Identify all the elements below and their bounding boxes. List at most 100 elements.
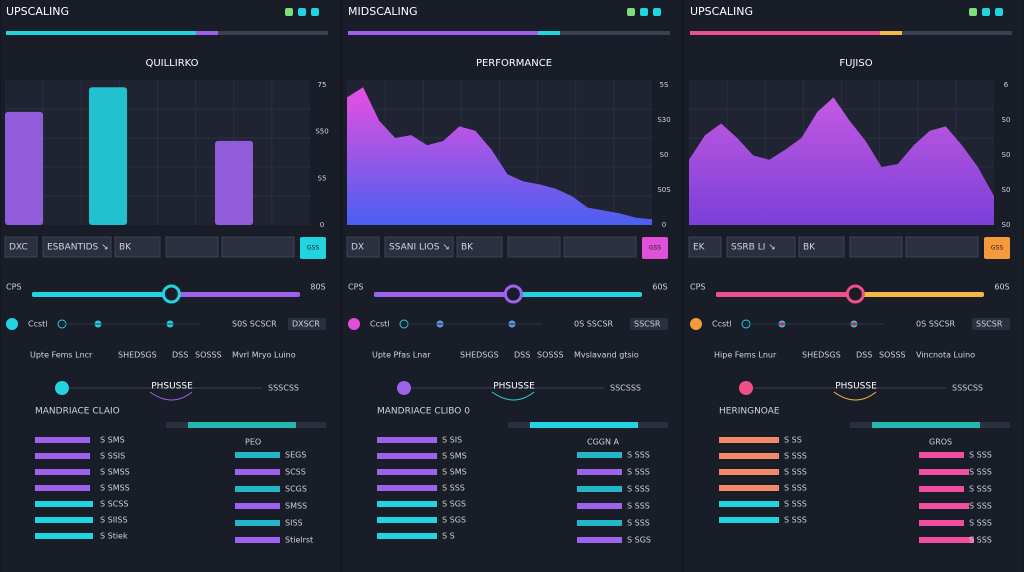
option-label: Mvrl Mryo Luino — [232, 351, 296, 360]
option-label: DSS — [856, 351, 872, 360]
section-title: HERINGNOAE — [719, 407, 780, 417]
section-title: MANDRIACE CLIBO 0 — [377, 407, 470, 417]
toggle-curve[interactable] — [833, 391, 877, 401]
header-icon[interactable] — [627, 8, 635, 16]
button[interactable] — [688, 236, 722, 258]
list-label: S SSS — [784, 484, 807, 493]
action-label: GSS — [307, 245, 319, 252]
axis-label: S50 — [315, 128, 328, 136]
toggle-value: SSCSSS — [610, 384, 641, 393]
list-bar — [577, 503, 622, 509]
button-label: SSANI LIOS ↘ — [389, 243, 450, 253]
button[interactable] — [456, 236, 503, 258]
list-bar — [35, 485, 90, 491]
slider-fill — [374, 292, 514, 297]
option-label: SOSSS — [195, 351, 222, 360]
option-label: Vincnota Luino — [916, 351, 975, 360]
button-label: ESBANTIDS ↘ — [47, 243, 109, 253]
axis-label: S0 — [1002, 186, 1011, 194]
list-label: S SSS — [969, 519, 992, 528]
button[interactable] — [905, 236, 979, 258]
list-label: Stielrst — [285, 536, 313, 545]
toggle-knob[interactable] — [55, 381, 69, 395]
row-value: 0S SSCSR — [916, 320, 956, 329]
axis-label: 75 — [318, 81, 327, 89]
button[interactable] — [114, 236, 161, 258]
list-label: S SSS — [969, 502, 992, 511]
toggle-curve[interactable] — [149, 391, 193, 401]
list-bar — [919, 486, 964, 492]
button[interactable] — [4, 236, 38, 258]
button[interactable] — [42, 236, 112, 258]
value-box — [630, 318, 668, 330]
slider-knob[interactable] — [503, 284, 523, 304]
option-label: SOSSS — [879, 351, 906, 360]
header-icon[interactable] — [969, 8, 977, 16]
option-label: DSS — [172, 351, 188, 360]
list-label: S SSS — [969, 468, 992, 477]
list-label: S SSS — [627, 485, 650, 494]
button[interactable] — [726, 236, 796, 258]
toggle-curve[interactable] — [491, 391, 535, 401]
action-button[interactable] — [984, 237, 1010, 259]
list-bar — [235, 520, 280, 526]
button[interactable] — [346, 236, 380, 258]
slider-value: 60S — [652, 283, 667, 292]
button-label: DX — [351, 243, 364, 253]
list-bar — [377, 453, 437, 459]
toggle-knob[interactable] — [397, 381, 411, 395]
list-label: S SSS — [627, 519, 650, 528]
section-title: MANDRIACE CLAIO — [35, 407, 120, 417]
list-label: S SMSS — [100, 484, 130, 493]
slider-knob[interactable] — [845, 284, 865, 304]
progress-fill — [690, 31, 880, 35]
button[interactable] — [798, 236, 845, 258]
button[interactable] — [165, 236, 219, 258]
button[interactable] — [507, 236, 561, 258]
list-label: S SMS — [100, 436, 125, 445]
header-icon[interactable] — [298, 8, 306, 16]
list-bar — [919, 452, 964, 458]
header-icon[interactable] — [311, 8, 319, 16]
action-button[interactable] — [642, 237, 668, 259]
action-label: GSS — [649, 245, 661, 252]
section-fill — [188, 422, 296, 428]
list-label: SCGS — [285, 485, 307, 494]
list-label: S SMS — [442, 468, 467, 477]
toggle-knob[interactable] — [739, 381, 753, 395]
option-label: SHEDSGS — [118, 351, 157, 360]
header-icon[interactable] — [640, 8, 648, 16]
header-icon[interactable] — [285, 8, 293, 16]
action-button[interactable] — [300, 237, 326, 259]
status-dot — [690, 318, 702, 330]
bar — [89, 87, 127, 225]
button[interactable] — [849, 236, 903, 258]
list-label: S SSS — [442, 484, 465, 493]
slider-label: CPS — [690, 283, 706, 292]
list-label: S SIISS — [100, 516, 128, 525]
button[interactable] — [221, 236, 295, 258]
list-bar — [719, 437, 779, 443]
list-bar — [719, 453, 779, 459]
list-label: S SSS — [969, 451, 992, 460]
list-label: S SSS — [784, 468, 807, 477]
header-icon[interactable] — [995, 8, 1003, 16]
list-label: S SGS — [442, 500, 466, 509]
header-icon[interactable] — [653, 8, 661, 16]
button[interactable] — [563, 236, 637, 258]
toggle-label: PHSUSSE — [835, 382, 877, 392]
progress-fill — [880, 31, 902, 35]
panel-title: MIDSCALING — [348, 5, 418, 18]
toggle-value: SSSCSS — [268, 384, 299, 393]
slider-knob[interactable] — [161, 284, 181, 304]
list-label: S SSS — [969, 536, 992, 545]
header-icon[interactable] — [982, 8, 990, 16]
progress-fill — [196, 31, 218, 35]
list-bar — [377, 485, 437, 491]
button[interactable] — [384, 236, 454, 258]
list-label: SISS — [285, 519, 303, 528]
area — [689, 97, 994, 225]
list-title: CGGN A — [587, 438, 620, 447]
list-label: S Stiek — [100, 532, 128, 541]
